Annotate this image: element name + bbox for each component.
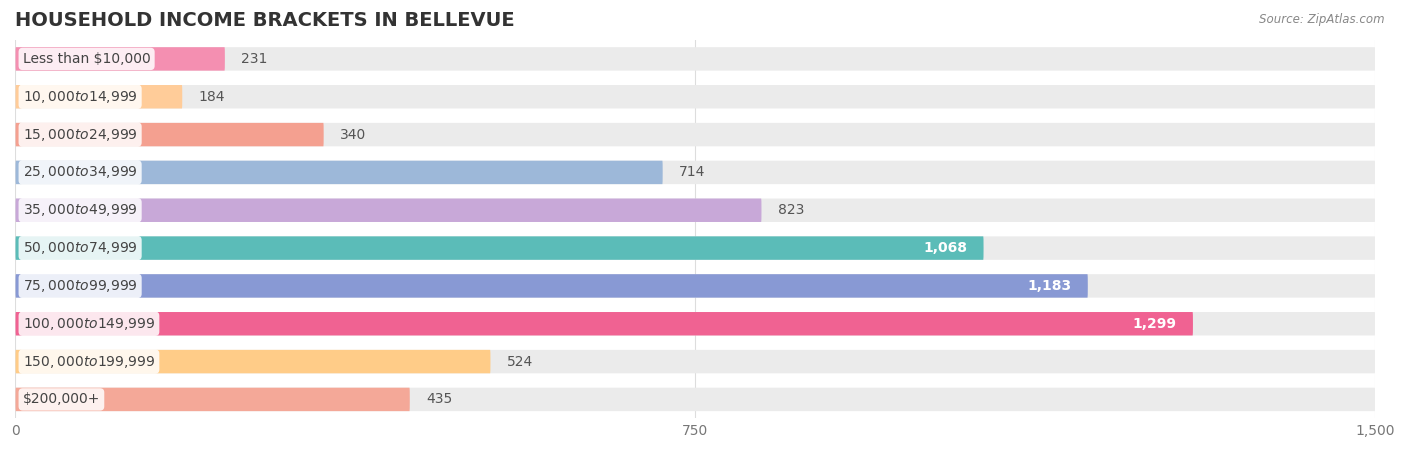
Text: $35,000 to $49,999: $35,000 to $49,999 <box>22 202 138 218</box>
Text: $25,000 to $34,999: $25,000 to $34,999 <box>22 164 138 180</box>
Text: $75,000 to $99,999: $75,000 to $99,999 <box>22 278 138 294</box>
Text: Source: ZipAtlas.com: Source: ZipAtlas.com <box>1260 13 1385 26</box>
Text: $15,000 to $24,999: $15,000 to $24,999 <box>22 127 138 143</box>
Text: HOUSEHOLD INCOME BRACKETS IN BELLEVUE: HOUSEHOLD INCOME BRACKETS IN BELLEVUE <box>15 11 515 30</box>
FancyBboxPatch shape <box>15 161 1375 184</box>
FancyBboxPatch shape <box>15 312 1192 335</box>
Text: 435: 435 <box>426 392 453 406</box>
FancyBboxPatch shape <box>15 161 662 184</box>
FancyBboxPatch shape <box>15 85 1375 109</box>
Text: 1,299: 1,299 <box>1133 317 1177 331</box>
Text: $10,000 to $14,999: $10,000 to $14,999 <box>22 89 138 105</box>
Text: 1,183: 1,183 <box>1028 279 1071 293</box>
FancyBboxPatch shape <box>15 47 1375 70</box>
Text: $150,000 to $199,999: $150,000 to $199,999 <box>22 353 155 370</box>
FancyBboxPatch shape <box>15 387 1375 411</box>
FancyBboxPatch shape <box>15 274 1088 298</box>
FancyBboxPatch shape <box>15 387 409 411</box>
FancyBboxPatch shape <box>15 47 225 70</box>
FancyBboxPatch shape <box>15 85 183 109</box>
Text: 231: 231 <box>242 52 267 66</box>
Text: $100,000 to $149,999: $100,000 to $149,999 <box>22 316 155 332</box>
Text: 1,068: 1,068 <box>924 241 967 255</box>
FancyBboxPatch shape <box>15 123 323 146</box>
FancyBboxPatch shape <box>15 198 762 222</box>
FancyBboxPatch shape <box>15 350 491 373</box>
Text: 524: 524 <box>506 355 533 369</box>
FancyBboxPatch shape <box>15 198 1375 222</box>
Text: 714: 714 <box>679 165 706 180</box>
Text: 184: 184 <box>198 90 225 104</box>
Text: 340: 340 <box>340 128 366 141</box>
Text: 823: 823 <box>778 203 804 217</box>
Text: $200,000+: $200,000+ <box>22 392 100 406</box>
FancyBboxPatch shape <box>15 350 1375 373</box>
FancyBboxPatch shape <box>15 123 1375 146</box>
FancyBboxPatch shape <box>15 274 1375 298</box>
FancyBboxPatch shape <box>15 236 1375 260</box>
Text: $50,000 to $74,999: $50,000 to $74,999 <box>22 240 138 256</box>
FancyBboxPatch shape <box>15 312 1375 335</box>
Text: Less than $10,000: Less than $10,000 <box>22 52 150 66</box>
FancyBboxPatch shape <box>15 236 984 260</box>
